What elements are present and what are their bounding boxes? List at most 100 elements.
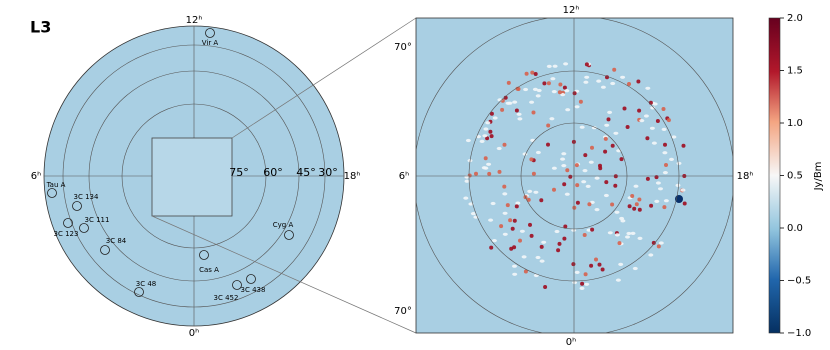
speckle xyxy=(474,171,478,176)
speckle xyxy=(527,189,533,193)
speckle xyxy=(606,117,611,122)
speckle xyxy=(610,202,615,207)
speckle xyxy=(549,117,555,121)
speckle xyxy=(563,224,568,229)
speckle xyxy=(649,203,654,208)
speckle xyxy=(600,85,606,89)
speckle xyxy=(617,241,622,246)
colorbar-tick-label: 0.0 xyxy=(787,223,803,234)
speckle xyxy=(535,94,541,98)
speckle xyxy=(502,232,508,236)
zoom-box xyxy=(151,137,233,217)
speckle xyxy=(565,168,570,173)
speckle xyxy=(626,231,632,236)
speckle xyxy=(580,281,585,286)
speckle xyxy=(585,184,591,188)
speckle xyxy=(512,218,517,223)
speckle xyxy=(526,197,531,202)
speckle xyxy=(604,123,610,127)
speckle xyxy=(531,171,536,176)
speckle xyxy=(529,233,534,238)
speckle xyxy=(485,121,491,125)
speckle xyxy=(558,82,563,87)
speckle xyxy=(651,240,656,245)
speckle xyxy=(464,179,470,183)
speckle xyxy=(614,233,620,237)
speckle xyxy=(643,114,649,118)
speckle xyxy=(591,126,597,130)
hour-label: 0ʰ xyxy=(189,328,199,339)
source-marker xyxy=(246,274,256,284)
speckle xyxy=(645,176,650,181)
speckle xyxy=(603,136,608,141)
source-label: Tau A xyxy=(46,181,66,189)
speckle xyxy=(651,141,657,145)
speckle xyxy=(482,134,488,138)
speckle xyxy=(518,238,522,243)
speckle xyxy=(584,282,590,286)
speckle xyxy=(583,153,588,158)
ring-label: 75° xyxy=(229,166,249,179)
speckle xyxy=(552,64,558,68)
speckle xyxy=(590,227,595,232)
speckle xyxy=(564,89,570,93)
speckle xyxy=(656,244,661,249)
speckle xyxy=(680,188,686,192)
speckle xyxy=(531,110,536,115)
source-label: 3C 84 xyxy=(106,237,127,245)
speckle xyxy=(632,266,638,271)
speckle xyxy=(503,95,508,100)
speckle xyxy=(636,79,641,84)
speckle xyxy=(589,263,594,268)
speckle xyxy=(528,222,532,227)
speckle xyxy=(512,264,517,268)
speckle xyxy=(465,138,471,143)
source-marker xyxy=(100,245,110,255)
speckle xyxy=(682,201,687,206)
speckle xyxy=(523,87,529,92)
speckle xyxy=(584,62,589,67)
speckle xyxy=(597,262,602,267)
dec-label: 70° xyxy=(394,42,412,53)
speckle xyxy=(533,72,538,76)
speckle xyxy=(582,233,587,237)
source-label: 3C 111 xyxy=(85,216,110,224)
speckle xyxy=(546,64,552,68)
speckle xyxy=(510,226,515,231)
speckle xyxy=(551,90,557,94)
speckle xyxy=(655,181,661,185)
speckle xyxy=(663,142,667,147)
speckle xyxy=(509,246,514,251)
hour-label: 6ʰ xyxy=(399,171,409,182)
speckle xyxy=(581,180,587,184)
speckle xyxy=(532,87,538,91)
source-label: 3C 438 xyxy=(241,286,266,294)
hour-label: 0ʰ xyxy=(566,337,576,348)
speckle xyxy=(483,156,488,161)
speckle xyxy=(618,262,624,266)
ring-label: 30° xyxy=(318,166,338,179)
source-marker xyxy=(47,188,57,198)
speckle xyxy=(551,166,557,170)
speckle xyxy=(633,184,639,188)
speckle xyxy=(536,88,542,93)
speckle xyxy=(637,236,643,240)
source-label: 3C 123 xyxy=(54,230,79,238)
speckle xyxy=(625,125,630,129)
zoom-line xyxy=(231,17,417,139)
speckle xyxy=(521,255,527,259)
speckle xyxy=(561,152,567,156)
speckle xyxy=(489,134,494,139)
speckle xyxy=(607,231,613,235)
speckle xyxy=(488,218,494,222)
speckle xyxy=(675,183,681,187)
speckle xyxy=(583,272,588,277)
hour-label: 18ʰ xyxy=(737,171,754,182)
speckle xyxy=(587,202,592,207)
hour-label: 6ʰ xyxy=(31,171,41,182)
source-label: 3C 134 xyxy=(74,193,99,201)
speckle xyxy=(578,99,583,104)
speckle xyxy=(488,129,493,134)
speckle xyxy=(607,110,613,114)
